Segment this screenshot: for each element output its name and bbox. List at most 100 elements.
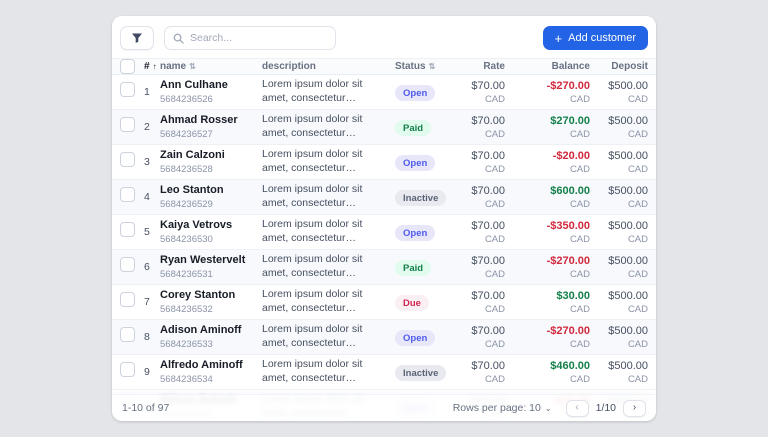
status-badge: Inactive [395, 365, 447, 382]
pagination: ‹ 1/10 › [565, 399, 646, 417]
balance-value: -$270.00 [546, 324, 590, 337]
search-icon [173, 33, 184, 44]
rate-value: $70.00 [471, 114, 505, 127]
rate-value: $70.00 [471, 324, 505, 337]
sort-icon: ⇅ [428, 61, 436, 71]
filter-button[interactable] [120, 26, 154, 50]
deposit-value: $500.00 [608, 114, 648, 127]
status-badge: Due [395, 295, 429, 312]
rate-currency: CAD [484, 373, 505, 385]
row-number: 6 [144, 261, 150, 273]
column-label: description [262, 61, 316, 72]
row-checkbox[interactable] [120, 187, 135, 202]
column-header-deposit: Deposit [590, 61, 648, 72]
rate-currency: CAD [484, 338, 505, 350]
balance-value: -$20.00 [552, 149, 590, 162]
rate-currency: CAD [484, 163, 505, 175]
add-customer-button[interactable]: + Add customer [542, 26, 648, 50]
customer-id: 5684236533 [160, 339, 213, 351]
table-row[interactable]: 1 Ann Culhane 5684236526 Lorem ipsum dol… [112, 75, 656, 110]
column-header-status[interactable]: Status ⇅ [395, 61, 465, 72]
column-label: # [144, 61, 150, 72]
rate-value: $70.00 [471, 184, 505, 197]
deposit-value: $500.00 [608, 289, 648, 302]
balance-currency: CAD [569, 373, 590, 385]
row-checkbox[interactable] [120, 222, 135, 237]
deposit-currency: CAD [627, 338, 648, 350]
row-number: 4 [144, 191, 150, 203]
row-range-label: 1-10 of 97 [122, 402, 170, 414]
balance-value: -$270.00 [546, 79, 590, 92]
customer-id: 5684236526 [160, 94, 213, 106]
balance-value: $460.00 [550, 359, 590, 372]
toolbar: + Add customer [112, 16, 656, 58]
balance-currency: CAD [569, 93, 590, 105]
next-page-button[interactable]: › [623, 399, 646, 417]
column-header-num[interactable]: # ↑ [144, 61, 160, 72]
customer-description: Lorem ipsum dolor sit amet, consectetur … [262, 183, 363, 209]
customer-id: 5684236527 [160, 129, 213, 141]
customer-name: Ann Culhane [160, 78, 228, 91]
search-box[interactable] [164, 26, 336, 50]
column-header-name[interactable]: name ⇅ [160, 61, 262, 72]
column-header-select [120, 59, 144, 74]
deposit-currency: CAD [627, 198, 648, 210]
rows-per-page-label: Rows per page: 10 [452, 402, 541, 414]
deposit-currency: CAD [627, 268, 648, 280]
rate-currency: CAD [484, 93, 505, 105]
rate-currency: CAD [484, 233, 505, 245]
customer-description: Lorem ipsum dolor sit amet, consectetur … [262, 78, 363, 104]
deposit-value: $500.00 [608, 324, 648, 337]
customer-description: Lorem ipsum dolor sit amet, consectetur … [262, 323, 363, 349]
customer-name: Leo Stanton [160, 183, 224, 196]
row-checkbox[interactable] [120, 292, 135, 307]
row-checkbox[interactable] [120, 257, 135, 272]
status-badge: Inactive [395, 190, 447, 207]
customer-name: Alfredo Aminoff [160, 358, 243, 371]
rows-per-page-select[interactable]: Rows per page: 10 ⌄ [453, 402, 552, 414]
deposit-value: $500.00 [608, 254, 648, 267]
plus-icon: + [554, 30, 563, 46]
column-label: name [160, 61, 187, 72]
prev-page-button[interactable]: ‹ [565, 399, 589, 417]
row-number: 2 [144, 121, 150, 133]
table-row[interactable]: 2 Ahmad Rosser 5684236527 Lorem ipsum do… [112, 110, 656, 145]
status-badge: Open [395, 225, 436, 242]
select-all-checkbox[interactable] [120, 59, 135, 74]
column-header-description: description [262, 61, 395, 72]
status-badge: Open [395, 330, 436, 347]
row-number: 5 [144, 226, 150, 238]
search-input[interactable] [190, 32, 327, 44]
table-row[interactable]: 8 Adison Aminoff 5684236533 Lorem ipsum … [112, 320, 656, 355]
rate-value: $70.00 [471, 359, 505, 372]
rate-value: $70.00 [471, 289, 505, 302]
customer-id: 5684236534 [160, 374, 213, 386]
customer-id: 5684236529 [160, 199, 213, 211]
row-checkbox[interactable] [120, 327, 135, 342]
table-row[interactable]: 9 Alfredo Aminoff 5684236534 Lorem ipsum… [112, 355, 656, 390]
rate-value: $70.00 [471, 254, 505, 267]
column-label: Balance [551, 61, 590, 72]
balance-currency: CAD [569, 198, 590, 210]
table-row[interactable]: 7 Corey Stanton 5684236532 Lorem ipsum d… [112, 285, 656, 320]
rate-currency: CAD [484, 128, 505, 140]
deposit-value: $500.00 [608, 359, 648, 372]
customer-description: Lorem ipsum dolor sit amet, consectetur … [262, 288, 363, 314]
row-checkbox[interactable] [120, 362, 135, 377]
customer-description: Lorem ipsum dolor sit amet, consectetur … [262, 113, 363, 139]
balance-currency: CAD [569, 268, 590, 280]
table-row[interactable]: 5 Kaiya Vetrovs 5684236530 Lorem ipsum d… [112, 215, 656, 250]
table-row[interactable]: 3 Zain Calzoni 5684236528 Lorem ipsum do… [112, 145, 656, 180]
customer-description: Lorem ipsum dolor sit amet, consectetur … [262, 148, 363, 174]
column-header-balance: Balance [505, 61, 590, 72]
table-row[interactable]: 4 Leo Stanton 5684236529 Lorem ipsum dol… [112, 180, 656, 215]
table-row[interactable]: 6 Ryan Westervelt 5684236531 Lorem ipsum… [112, 250, 656, 285]
deposit-currency: CAD [627, 128, 648, 140]
customer-name: Ryan Westervelt [160, 253, 246, 266]
chevron-down-icon: ⌄ [544, 403, 552, 413]
row-checkbox[interactable] [120, 117, 135, 132]
sort-icon: ⇅ [189, 61, 196, 71]
row-checkbox[interactable] [120, 82, 135, 97]
row-checkbox[interactable] [120, 152, 135, 167]
balance-currency: CAD [569, 303, 590, 315]
